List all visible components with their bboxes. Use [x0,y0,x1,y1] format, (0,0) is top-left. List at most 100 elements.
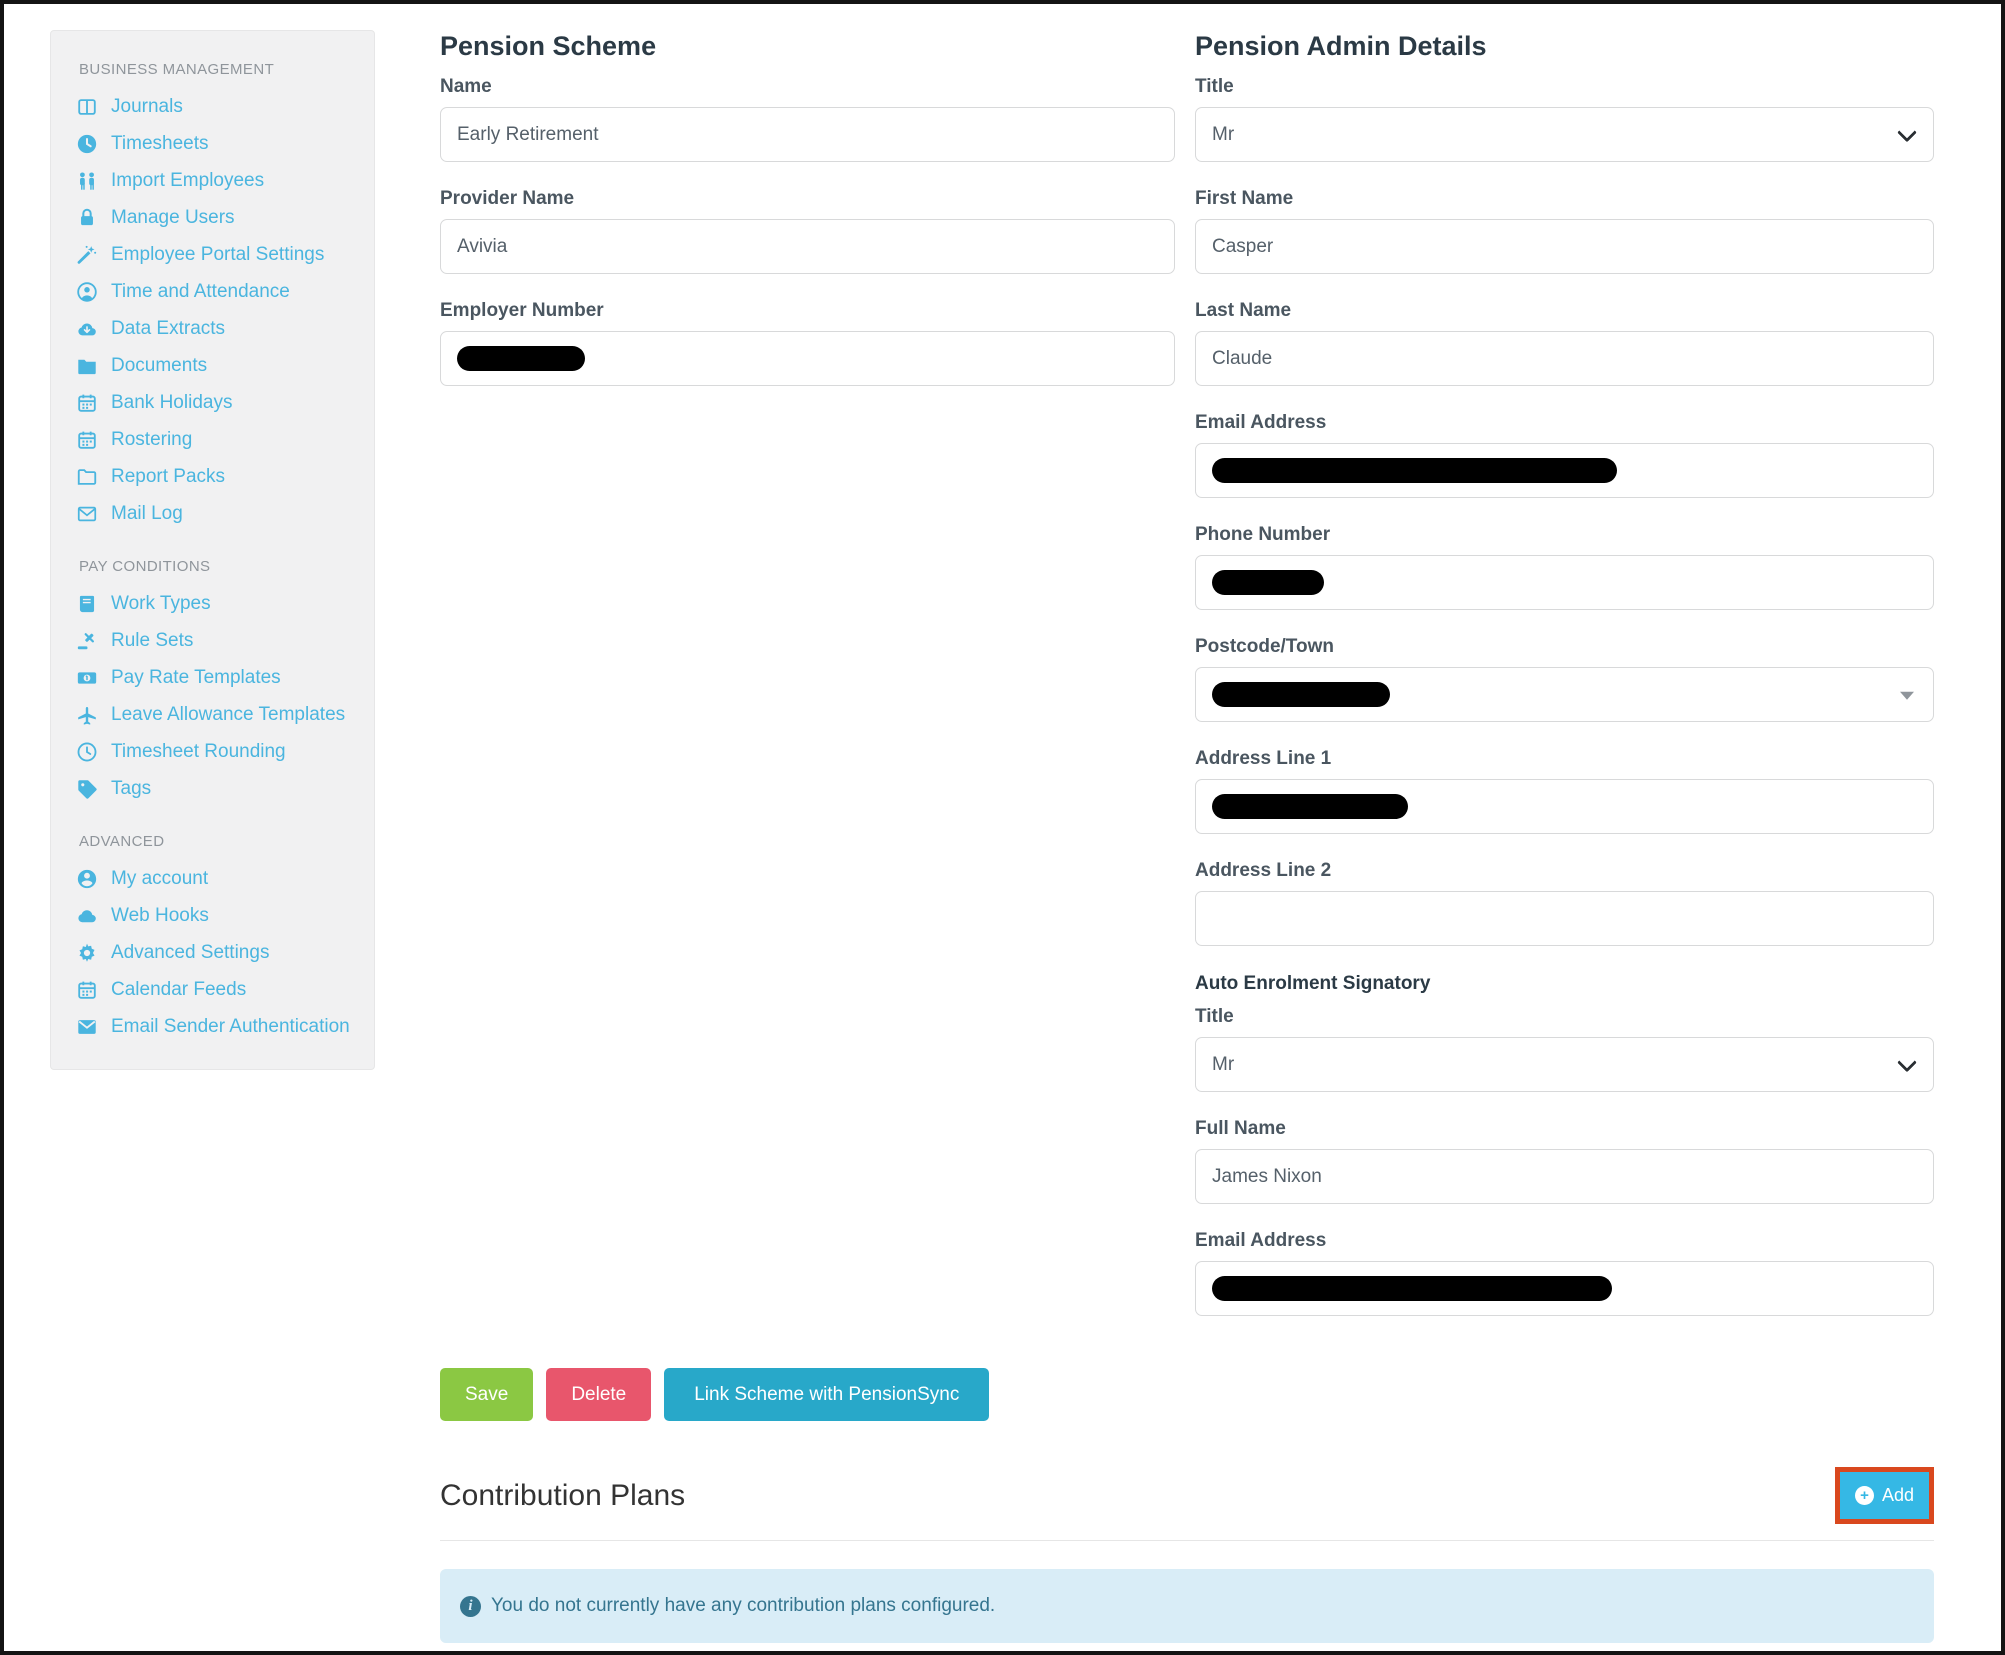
address1-field-group: Address Line 1 [1195,748,1934,834]
main-content: Pension Scheme Name Provider Name Employ… [440,30,1934,1643]
sidebar-item-label: Pay Rate Templates [111,666,281,688]
sidebar-item-data-extracts[interactable]: Data Extracts [75,310,364,347]
employer-number-input[interactable] [440,331,1175,386]
signatory-full-name-field-group: Full Name [1195,1118,1934,1204]
envelope-icon [75,502,98,525]
address1-input[interactable] [1195,779,1934,834]
signatory-title-select[interactable]: Mr [1195,1037,1934,1092]
provider-name-input[interactable] [440,219,1175,274]
sidebar-item-rule-sets[interactable]: Rule Sets [75,622,364,659]
sidebar-item-import-employees[interactable]: Import Employees [75,162,364,199]
address2-input[interactable] [1195,891,1934,946]
sidebar-item-label: Rostering [111,428,193,450]
add-button[interactable]: + Add [1839,1472,1929,1519]
address2-field-group: Address Line 2 [1195,860,1934,946]
redaction-bar [1212,794,1408,819]
redaction-bar [457,346,585,371]
sidebar-item-label: Web Hooks [111,904,209,926]
pension-admin-section: Pension Admin Details Title Mr First Nam… [1195,30,1934,1342]
save-button[interactable]: Save [440,1368,534,1421]
sidebar-item-label: Advanced Settings [111,941,270,963]
sidebar-item-email-sender-authentication[interactable]: Email Sender Authentication [75,1008,364,1045]
first-name-input[interactable] [1195,219,1934,274]
info-alert: i You do not currently have any contribu… [440,1569,1934,1643]
sidebar-item-mail-log[interactable]: Mail Log [75,495,364,532]
postcode-select[interactable] [1195,667,1934,722]
contribution-plans-heading: Contribution Plans [440,1478,686,1512]
sidebar-item-label: My account [111,867,209,889]
section-title: BUSINESS MANAGEMENT [79,61,275,78]
sidebar-item-report-packs[interactable]: Report Packs [75,458,364,495]
redaction-bar [1212,570,1324,595]
link-pensionsync-button[interactable]: Link Scheme with PensionSync [664,1368,990,1421]
delete-button[interactable]: Delete [546,1368,652,1421]
redaction-bar [1212,682,1390,707]
address1-label: Address Line 1 [1195,748,1332,769]
sidebar-item-advanced-settings[interactable]: Advanced Settings [75,934,364,971]
email-input[interactable] [1195,443,1934,498]
sidebar-item-leave-allowance-templates[interactable]: Leave Allowance Templates [75,696,364,733]
sidebar-item-label: Manage Users [111,206,235,228]
last-name-input[interactable] [1195,331,1934,386]
address2-label: Address Line 2 [1195,860,1332,881]
provider-name-label: Provider Name [440,188,575,209]
sidebar-item-label: Report Packs [111,465,226,487]
form-actions: Save Delete Link Scheme with PensionSync [440,1368,1934,1421]
employer-number-label: Employer Number [440,300,604,321]
sidebar-item-label: Work Types [111,592,211,614]
sidebar-item-journals[interactable]: Journals [75,88,364,125]
sidebar-item-manage-users[interactable]: Manage Users [75,199,364,236]
sidebar-item-rostering[interactable]: Rostering [75,421,364,458]
pension-scheme-section: Pension Scheme Name Provider Name Employ… [440,30,1175,412]
person-circle-icon [75,280,98,303]
calendar-icon [75,428,98,451]
name-label: Name [440,76,492,97]
wand-icon [75,243,98,266]
sidebar-item-my-account[interactable]: My account [75,860,364,897]
redaction-bar [1212,458,1617,483]
sidebar-item-timesheets[interactable]: Timesheets [75,125,364,162]
sidebar-item-work-types[interactable]: Work Types [75,585,364,622]
sidebar-item-label: Rule Sets [111,629,194,651]
tag-icon [75,777,98,800]
sidebar-item-label: Journals [111,95,183,117]
phone-input[interactable] [1195,555,1934,610]
sidebar: BUSINESS MANAGEMENT Journals Timesheets … [50,30,375,1070]
redaction-bar [1212,1276,1612,1301]
plus-icon: + [1854,1486,1874,1505]
sidebar-section-business-management: BUSINESS MANAGEMENT Journals Timesheets … [75,61,364,532]
last-name-field-group: Last Name [1195,300,1934,386]
envelope-filled-icon [75,1015,98,1038]
title-label: Title [1195,76,1234,97]
scheme-name-input[interactable] [440,107,1175,162]
sidebar-item-timesheet-rounding[interactable]: Timesheet Rounding [75,733,364,770]
postcode-label: Postcode/Town [1195,636,1334,657]
sidebar-item-web-hooks[interactable]: Web Hooks [75,897,364,934]
sidebar-item-documents[interactable]: Documents [75,347,364,384]
signatory-email-field-group: Email Address [1195,1230,1934,1316]
user-icon [75,867,98,890]
sidebar-item-bank-holidays[interactable]: Bank Holidays [75,384,364,421]
pension-scheme-heading: Pension Scheme [440,31,657,61]
lock-icon [75,206,98,229]
signatory-full-name-label: Full Name [1195,1118,1286,1139]
sidebar-item-pay-rate-templates[interactable]: Pay Rate Templates [75,659,364,696]
sidebar-item-calendar-feeds[interactable]: Calendar Feeds [75,971,364,1008]
sidebar-item-label: Data Extracts [111,317,226,339]
signatory-email-input[interactable] [1195,1261,1934,1316]
cloud-icon [75,904,98,927]
sidebar-item-tags[interactable]: Tags [75,770,364,807]
calendar-icon [75,978,98,1001]
pension-admin-heading: Pension Admin Details [1195,31,1487,61]
email-field-group: Email Address [1195,412,1934,498]
email-label: Email Address [1195,412,1327,433]
sidebar-item-employee-portal-settings[interactable]: Employee Portal Settings [75,236,364,273]
first-name-field-group: First Name [1195,188,1934,274]
section-title: PAY CONDITIONS [79,558,211,575]
add-button-highlight: + Add [1834,1467,1934,1524]
section-title: ADVANCED [79,833,165,850]
title-select[interactable]: Mr [1195,107,1934,162]
sidebar-item-label: Timesheets [111,132,209,154]
signatory-full-name-input[interactable] [1195,1149,1934,1204]
sidebar-item-time-and-attendance[interactable]: Time and Attendance [75,273,364,310]
